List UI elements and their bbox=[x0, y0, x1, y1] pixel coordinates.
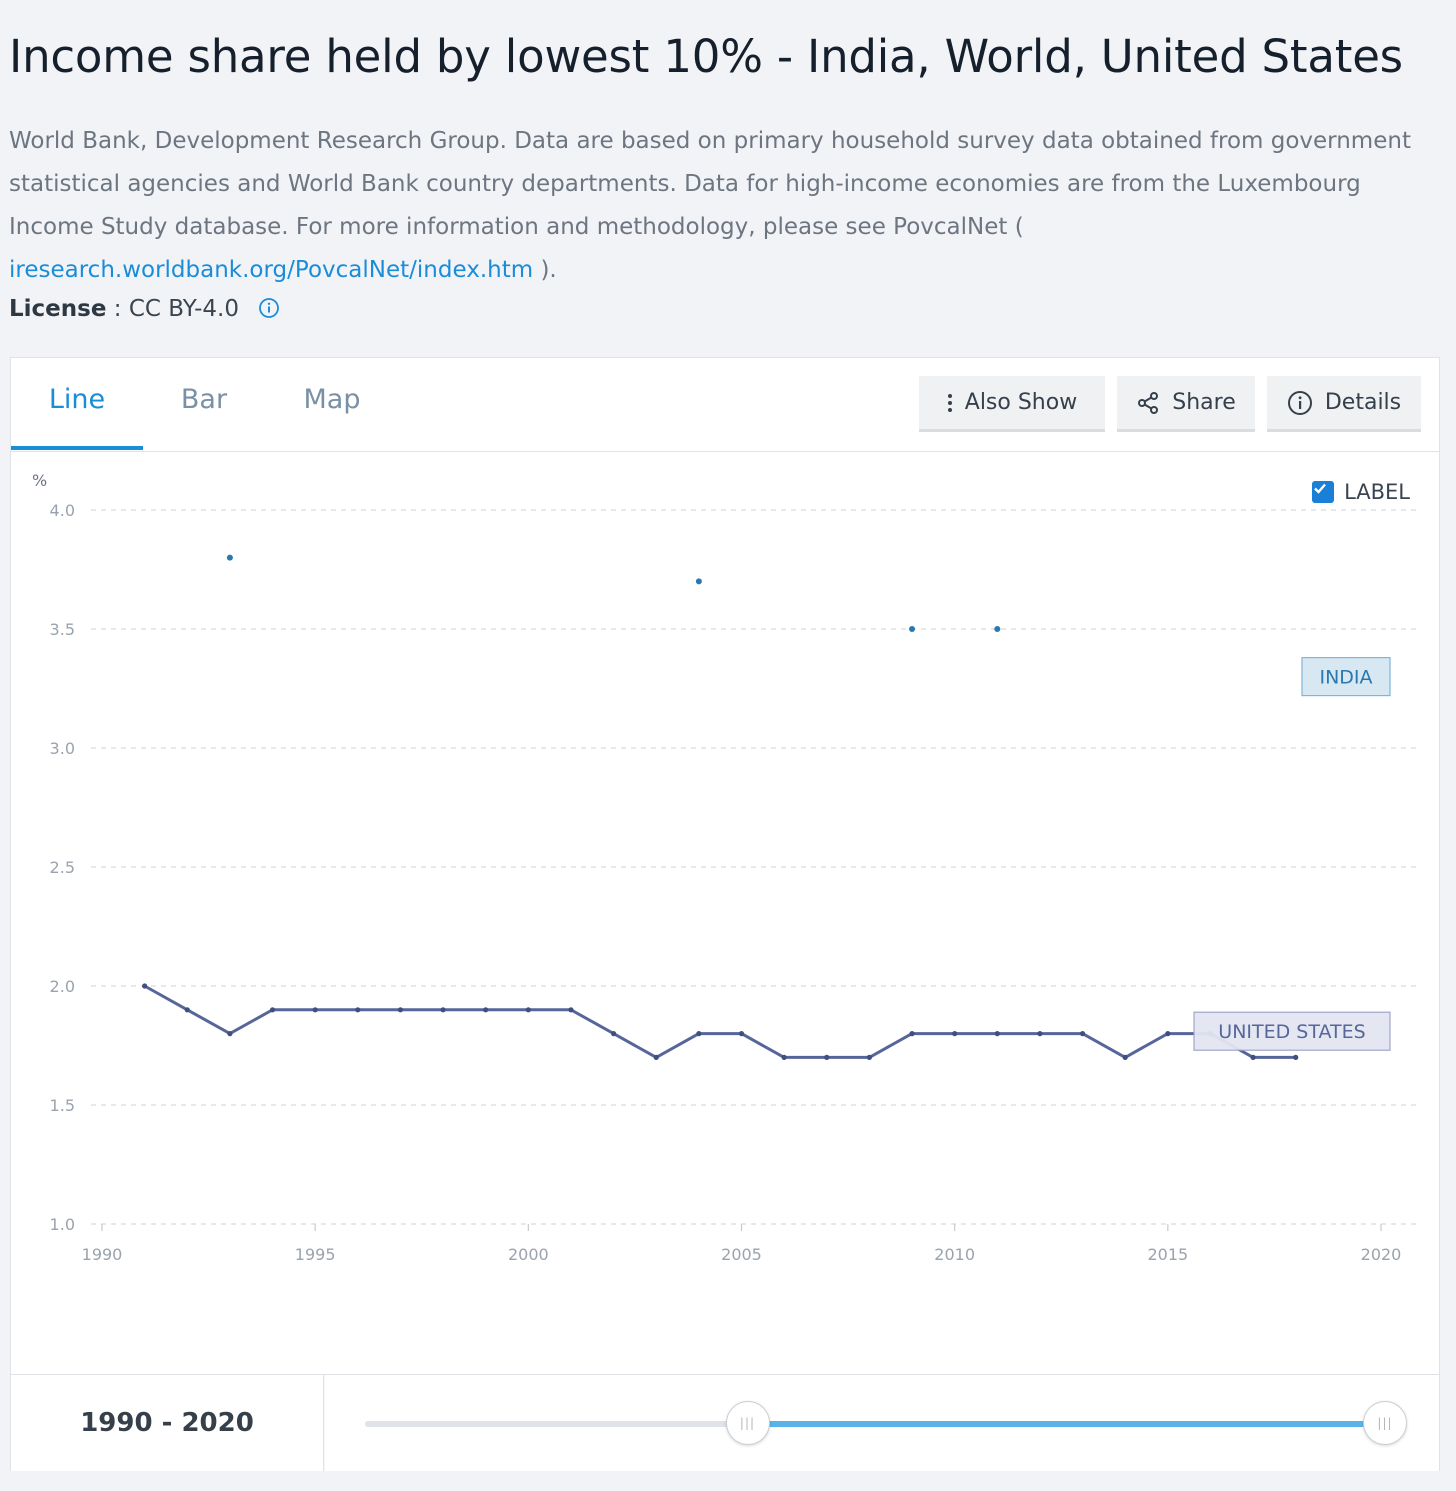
data-point bbox=[738, 1031, 745, 1037]
series-label: INDIA bbox=[1319, 667, 1372, 689]
series-label-box bbox=[1193, 1011, 1391, 1051]
indicator-description: World Bank, Development Research Group. … bbox=[9, 120, 1449, 292]
tab-line[interactable]: Line bbox=[11, 358, 143, 450]
povcalnet-link[interactable]: iresearch.worldbank.org/PovcalNet/index.… bbox=[9, 257, 534, 283]
data-point bbox=[142, 983, 148, 989]
data-point bbox=[226, 554, 233, 561]
license-value: CC BY-4.0 bbox=[128, 296, 239, 322]
slider-track-fill bbox=[747, 1421, 1385, 1427]
license-separator: : bbox=[106, 296, 129, 322]
also-show-label: Also Show bbox=[964, 390, 1078, 415]
data-point bbox=[227, 1031, 233, 1037]
license-label: License bbox=[9, 296, 107, 322]
share-label: Share bbox=[1172, 390, 1236, 415]
chart-area: % 4.0 3.5 3.0 2.5 2.0 1.5 1.0 1990 1995 2000 2005 20… bbox=[11, 452, 1439, 1372]
data-point bbox=[781, 1054, 787, 1060]
x-tick-label: 1990 bbox=[82, 1245, 123, 1264]
data-point bbox=[1293, 1054, 1299, 1060]
series-label-box bbox=[1301, 657, 1391, 697]
tab-map[interactable]: Map bbox=[303, 384, 361, 415]
data-point bbox=[1165, 1031, 1171, 1037]
data-point bbox=[355, 1007, 361, 1013]
more-vertical-icon bbox=[947, 393, 952, 412]
x-tick-label: 2015 bbox=[1147, 1245, 1188, 1264]
license-info-icon[interactable] bbox=[258, 297, 280, 325]
slider-handle-end[interactable]: ||| bbox=[1363, 1401, 1407, 1445]
data-point bbox=[1250, 1054, 1256, 1060]
y-tick-label: 1.5 bbox=[50, 1096, 75, 1115]
data-point bbox=[952, 1031, 958, 1037]
data-point bbox=[824, 1054, 830, 1060]
check-icon bbox=[1314, 483, 1326, 494]
tab-bar[interactable]: Bar bbox=[180, 384, 228, 415]
x-tick-label: 2020 bbox=[1361, 1245, 1402, 1264]
description-text: World Bank, Development Research Group. … bbox=[9, 128, 1411, 240]
label-toggle-text: LABEL bbox=[1344, 480, 1410, 504]
data-point bbox=[909, 626, 916, 632]
info-icon bbox=[1287, 390, 1312, 415]
y-tick-label: 3.5 bbox=[50, 620, 75, 639]
data-point bbox=[994, 626, 1001, 632]
y-tick-label: 3.0 bbox=[50, 739, 75, 758]
data-point bbox=[312, 1007, 318, 1013]
line-chart: %4.0 3.5 3.0 2.5 2.0 1.5 1.0 1990 1995 2000 2005 20… bbox=[32, 471, 1417, 1264]
x-tick-label: 2000 bbox=[508, 1245, 549, 1264]
data-point bbox=[696, 1031, 702, 1037]
series-line bbox=[143, 984, 1296, 1059]
label-checkbox[interactable] bbox=[1312, 481, 1335, 503]
details-label: Details bbox=[1324, 390, 1402, 415]
license-line: License : CC BY-4.0 bbox=[9, 296, 280, 325]
data-point bbox=[994, 1031, 1000, 1037]
data-point bbox=[1122, 1054, 1128, 1060]
x-tick-label: 2005 bbox=[721, 1245, 762, 1264]
page-title: Income share held by lowest 10% - India,… bbox=[9, 30, 1403, 83]
data-point bbox=[866, 1054, 873, 1060]
data-point bbox=[695, 578, 702, 585]
data-point bbox=[483, 1007, 489, 1013]
data-point bbox=[653, 1054, 659, 1060]
data-point bbox=[440, 1007, 446, 1013]
share-icon bbox=[1138, 391, 1159, 414]
data-point bbox=[525, 1007, 531, 1013]
y-axis-unit: % bbox=[32, 471, 47, 490]
description-end: ). bbox=[533, 257, 557, 283]
data-point bbox=[1037, 1031, 1043, 1037]
y-tick-label: 1.0 bbox=[50, 1215, 75, 1234]
time-range-bar: 1990 - 2020 ||| ||| bbox=[11, 1374, 1439, 1471]
range-slider: ||| ||| bbox=[325, 1375, 1439, 1471]
chart-tabs: Line Bar Map Also Show Share Details bbox=[11, 358, 1439, 452]
data-point bbox=[184, 1007, 190, 1013]
y-tick-label: 2.0 bbox=[50, 977, 75, 996]
y-tick-label: 2.5 bbox=[50, 858, 75, 877]
data-point bbox=[568, 1007, 574, 1013]
share-button[interactable]: Share bbox=[1117, 376, 1255, 432]
y-tick-label: 4.0 bbox=[50, 501, 75, 520]
chart-card: Line Bar Map Also Show Share Details % 4.… bbox=[10, 357, 1440, 1471]
data-point bbox=[269, 1007, 276, 1013]
label-toggle[interactable]: LABEL bbox=[1312, 480, 1410, 504]
data-point bbox=[611, 1031, 617, 1037]
data-point bbox=[397, 1007, 404, 1013]
x-tick-label: 1995 bbox=[295, 1245, 336, 1264]
range-label: 1990 - 2020 bbox=[11, 1375, 324, 1471]
data-point bbox=[909, 1031, 915, 1037]
series-label: UNITED STATES bbox=[1218, 1021, 1365, 1043]
data-point bbox=[1079, 1031, 1086, 1037]
slider-handle-start[interactable]: ||| bbox=[725, 1401, 770, 1445]
details-button[interactable]: Details bbox=[1267, 376, 1421, 432]
x-tick-label: 2010 bbox=[934, 1245, 975, 1264]
also-show-button[interactable]: Also Show bbox=[919, 376, 1105, 432]
